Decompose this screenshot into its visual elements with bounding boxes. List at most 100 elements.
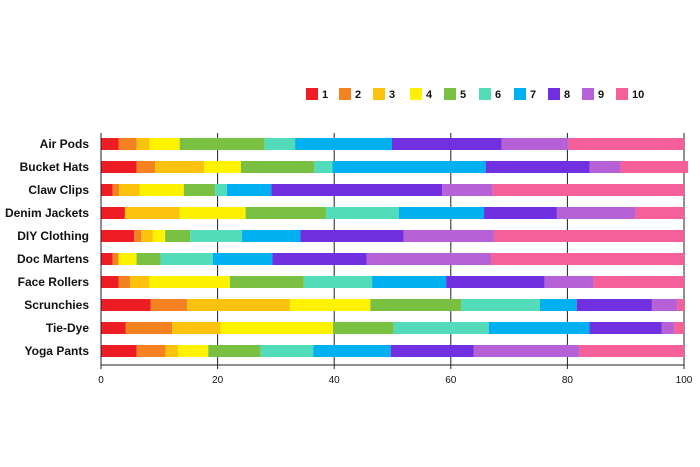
- bar-3-series-1: [101, 184, 113, 196]
- bar-2-series-7: [332, 161, 486, 173]
- legend-label-5: 5: [460, 89, 466, 101]
- bar-10-series-6: [260, 345, 314, 357]
- bar-7-series-9: [544, 276, 594, 288]
- category-label-5: DIY Clothing: [17, 229, 89, 243]
- bar-2-series-10: [620, 161, 689, 173]
- bar-9-series-1: [101, 322, 126, 334]
- legend-label-9: 9: [598, 89, 604, 101]
- legend-label-2: 2: [355, 89, 361, 101]
- bar-3-series-7: [226, 184, 272, 196]
- bar-9-series-7: [488, 322, 590, 334]
- x-tick-label-20: 20: [212, 375, 224, 386]
- bar-6-series-10: [491, 253, 684, 265]
- legend: 1 2 3 4 5 6 7 8 9 10: [306, 88, 644, 101]
- bar-1-series-1: [101, 138, 119, 150]
- bar-8-series-8: [576, 299, 652, 311]
- bar-8-series-2: [150, 299, 188, 311]
- bars: [101, 138, 689, 357]
- bar-1-series-4: [149, 138, 180, 150]
- bar-7-series-8: [446, 276, 545, 288]
- bar-3-series-3: [119, 184, 140, 196]
- bar-1-series-2: [118, 138, 137, 150]
- bar-2-series-5: [240, 161, 315, 173]
- bar-4-series-1: [101, 207, 125, 219]
- legend-swatch-7: [514, 88, 526, 100]
- legend-swatch-4: [410, 88, 422, 100]
- bar-7-series-2: [118, 276, 131, 288]
- bar-7-series-3: [130, 276, 150, 288]
- legend-swatch-3: [373, 88, 385, 100]
- bar-7-series-10: [593, 276, 684, 288]
- category-label-3: Claw Clips: [28, 183, 89, 197]
- category-label-4: Denim Jackets: [5, 206, 89, 220]
- bar-7-series-6: [303, 276, 373, 288]
- bar-6-series-5: [136, 253, 161, 265]
- category-label-7: Face Rollers: [18, 275, 90, 289]
- x-tick-label-100: 100: [676, 375, 693, 386]
- bar-4-series-6: [326, 207, 399, 219]
- category-labels: Air Pods Bucket Hats Claw Clips Denim Jacke…: [5, 137, 89, 358]
- bar-2-series-2: [136, 161, 156, 173]
- bar-7-series-7: [372, 276, 447, 288]
- legend-label-10: 10: [632, 89, 644, 101]
- legend-label-4: 4: [426, 89, 433, 101]
- bar-9-series-8: [589, 322, 662, 334]
- legend-swatch-9: [582, 88, 594, 100]
- bar-2-series-8: [485, 161, 590, 173]
- bar-4-series-4: [179, 207, 246, 219]
- bar-3-series-9: [442, 184, 493, 196]
- bar-3-series-4: [139, 184, 184, 196]
- bar-6-series-4: [118, 253, 137, 265]
- bar-10-series-7: [313, 345, 391, 357]
- x-tick-label-0: 0: [98, 375, 104, 386]
- bar-9-series-2: [125, 322, 173, 334]
- bar-7-series-1: [101, 276, 119, 288]
- bar-5-series-8: [300, 230, 404, 242]
- legend-label-1: 1: [322, 89, 328, 101]
- bar-2-series-4: [204, 161, 241, 173]
- bar-2-series-9: [589, 161, 621, 173]
- legend-swatch-2: [339, 88, 351, 100]
- bar-8-series-6: [461, 299, 540, 311]
- category-label-8: Scrunchies: [24, 298, 89, 312]
- bar-8-series-9: [651, 299, 678, 311]
- bar-10-series-2: [136, 345, 166, 357]
- bar-6-series-7: [212, 253, 273, 265]
- bar-2-series-1: [101, 161, 137, 173]
- bar-1-series-6: [264, 138, 296, 150]
- bar-2-series-3: [155, 161, 205, 173]
- legend-label-6: 6: [495, 89, 501, 101]
- category-label-2: Bucket Hats: [20, 160, 90, 174]
- bar-5-series-1: [101, 230, 135, 242]
- bar-8-series-10: [677, 299, 684, 311]
- bar-10-series-5: [208, 345, 261, 357]
- legend-swatch-6: [479, 88, 491, 100]
- bar-6-series-1: [101, 253, 113, 265]
- bar-10-series-3: [165, 345, 178, 357]
- legend-swatch-5: [444, 88, 456, 100]
- category-label-9: Tie-Dye: [46, 321, 89, 335]
- legend-swatch-10: [616, 88, 628, 100]
- bar-1-series-9: [501, 138, 569, 150]
- bar-4-series-10: [635, 207, 684, 219]
- legend-label-3: 3: [389, 89, 395, 101]
- bar-5-series-7: [242, 230, 301, 242]
- x-tick-label-40: 40: [329, 375, 341, 386]
- bar-5-series-6: [190, 230, 243, 242]
- bar-1-series-7: [295, 138, 392, 150]
- bar-8-series-5: [370, 299, 462, 311]
- bar-4-series-8: [484, 207, 557, 219]
- bar-3-series-5: [183, 184, 216, 196]
- bar-5-series-2: [134, 230, 142, 242]
- category-label-1: Air Pods: [40, 137, 90, 151]
- bar-6-series-9: [366, 253, 492, 265]
- bar-5-series-9: [403, 230, 494, 242]
- bar-3-series-10: [492, 184, 684, 196]
- bar-1-series-5: [179, 138, 265, 150]
- category-label-6: Doc Martens: [17, 252, 89, 266]
- bar-5-series-4: [152, 230, 166, 242]
- bar-7-series-5: [229, 276, 304, 288]
- bar-6-series-6: [160, 253, 213, 265]
- bar-8-series-1: [101, 299, 151, 311]
